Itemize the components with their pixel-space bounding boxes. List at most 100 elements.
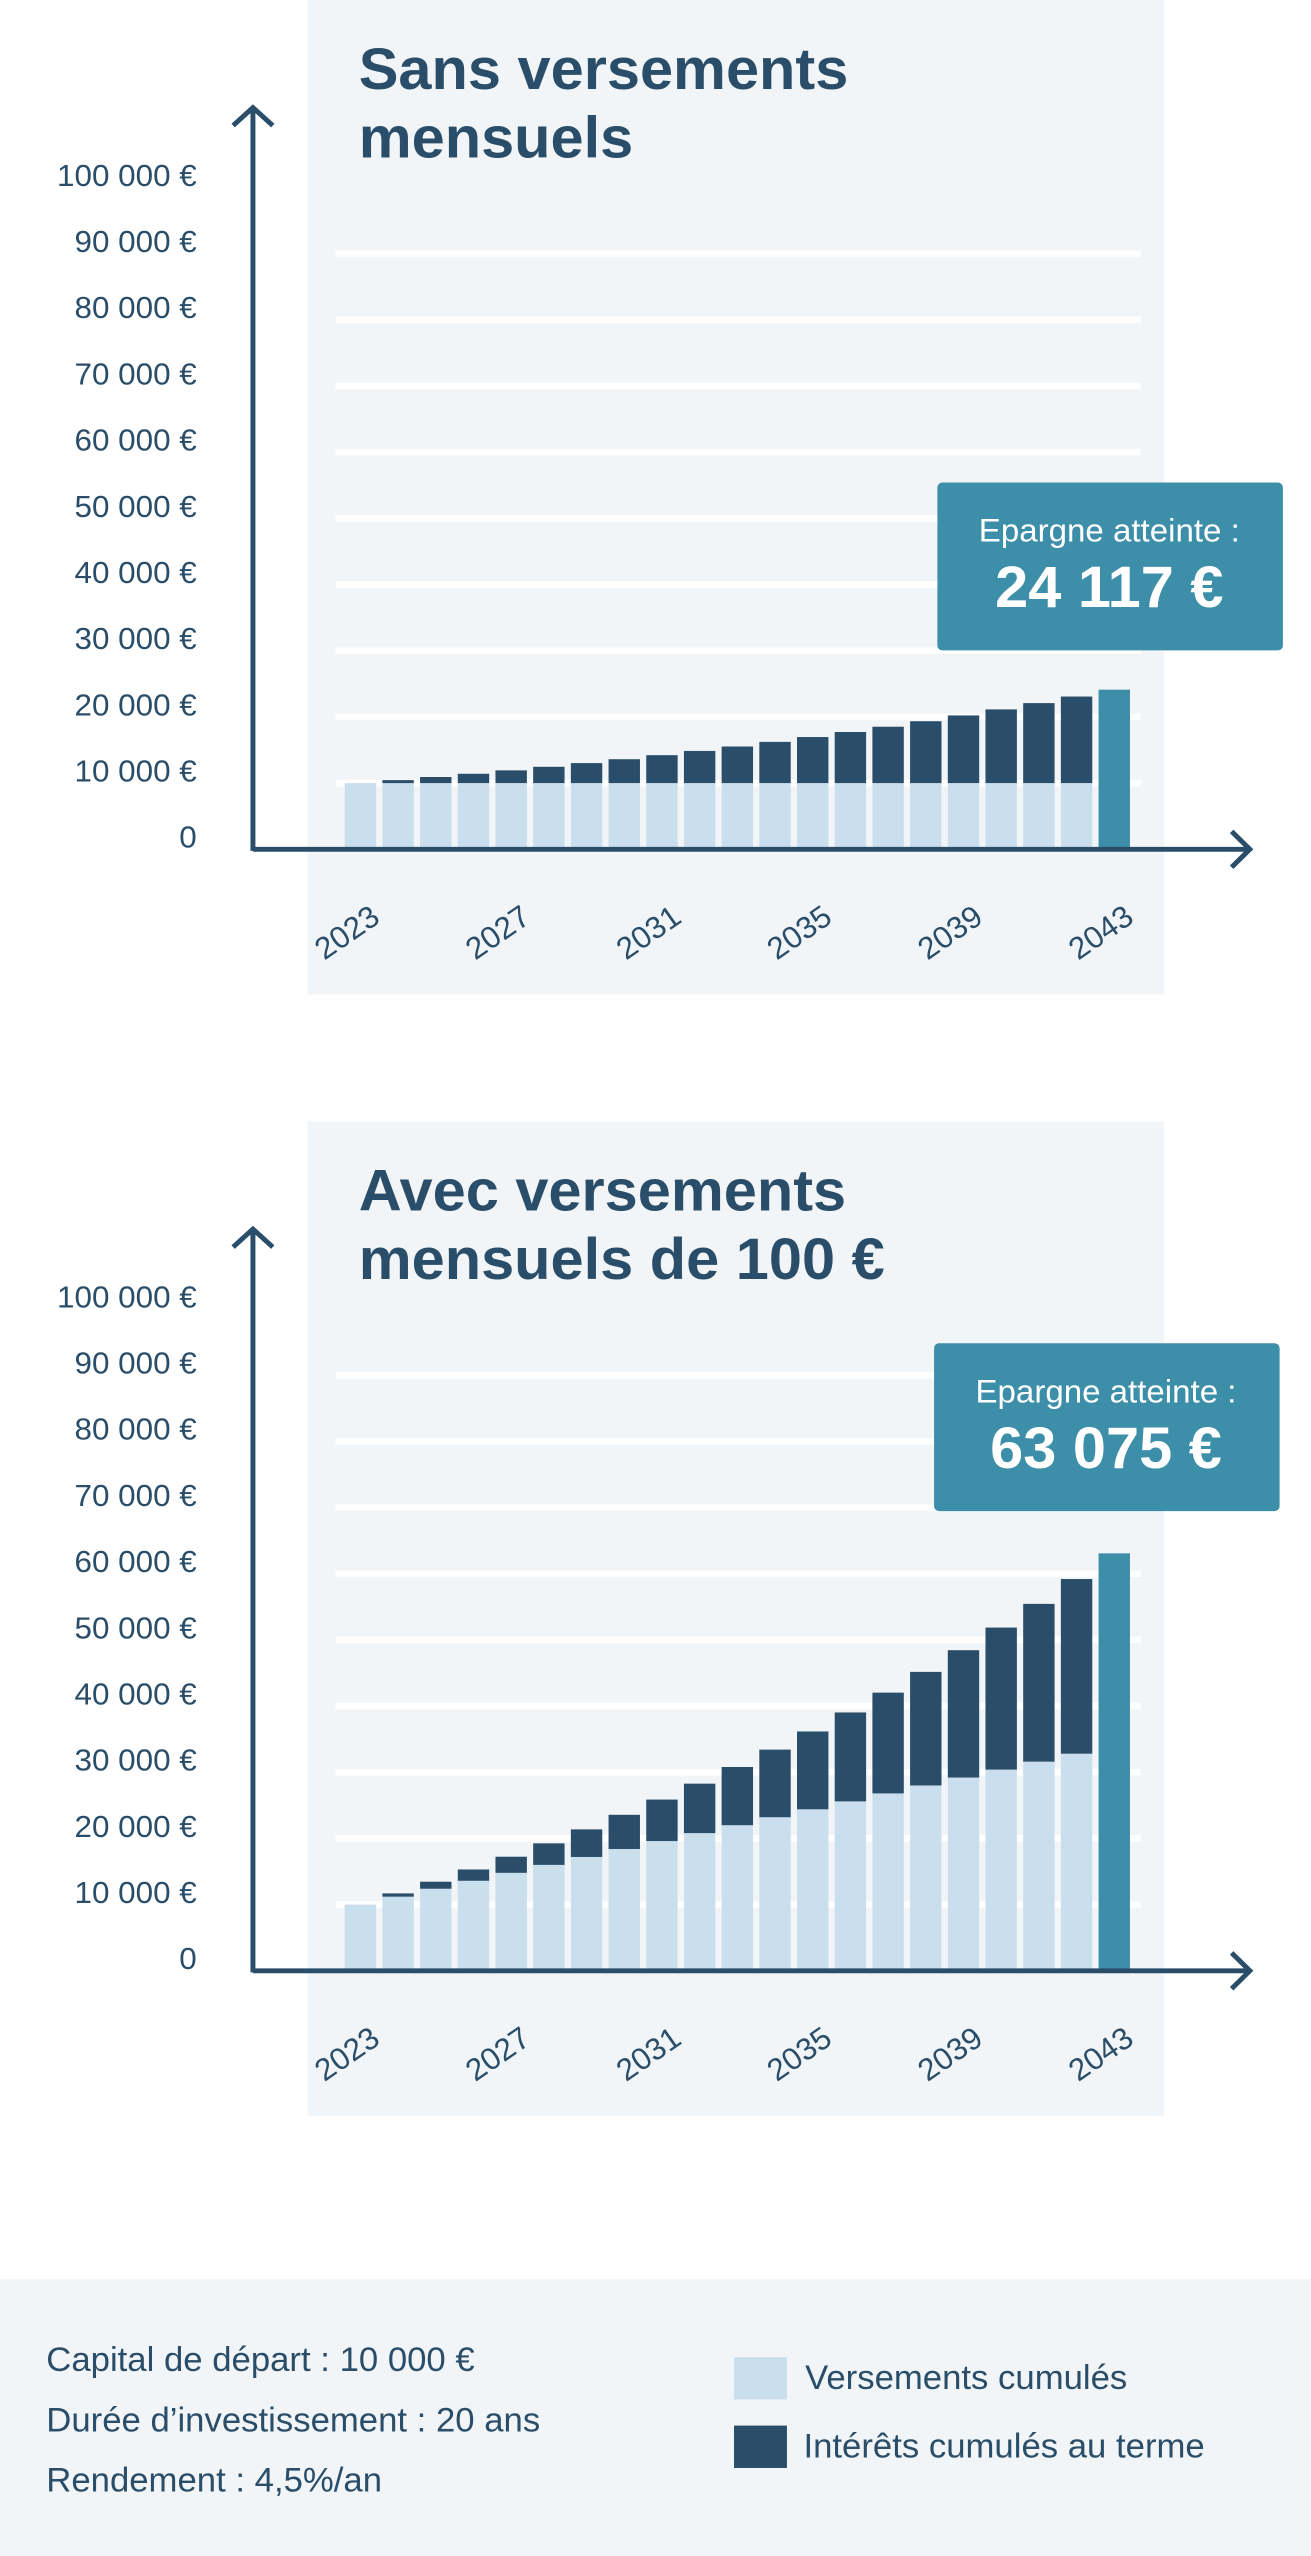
bar-segment: [495, 1872, 527, 1971]
bar-segment: [985, 783, 1017, 850]
bar-segment: [683, 1833, 716, 1971]
bar-segment: [1023, 1761, 1055, 1971]
y-tick-label: 30 000 €: [74, 621, 196, 656]
annotation-label: Epargne atteinte :: [976, 1373, 1237, 1410]
bar-segment: [495, 1856, 527, 1873]
bar-segment: [457, 1869, 490, 1881]
y-tick-label: 10 000 €: [74, 1875, 196, 1910]
y-tick-label: 90 000 €: [74, 224, 196, 259]
bar-segment: [910, 721, 942, 784]
y-tick-label: 90 000 €: [74, 1346, 196, 1381]
bar-segment: [834, 1712, 867, 1802]
bar-segment: [834, 1801, 867, 1971]
bar-segment: [570, 1829, 603, 1857]
bar-segment: [420, 1881, 452, 1889]
bar-segment: [382, 1893, 414, 1897]
bar-segment: [947, 1650, 980, 1778]
chart-title: Sans versements: [359, 35, 849, 102]
bar-segment: [947, 715, 980, 784]
bar-segment: [797, 1731, 829, 1810]
bar-segment: [910, 1785, 942, 1971]
y-axis-arrow: [231, 104, 275, 128]
bar-segment: [759, 1749, 791, 1818]
bar-segment: [382, 780, 414, 784]
bar-segment: [1023, 783, 1055, 850]
bar-segment: [1023, 1603, 1055, 1762]
bar-segment: [382, 1896, 414, 1971]
bar-segment: [721, 1825, 754, 1971]
bar-segment: [683, 783, 716, 850]
bar-segment: [533, 783, 565, 850]
bar-segment: [382, 783, 414, 850]
bar-segment: [570, 763, 603, 784]
bar-segment: [683, 750, 716, 784]
bar-segment: [570, 783, 603, 850]
y-tick-label: 30 000 €: [74, 1743, 196, 1778]
y-tick-label: 20 000 €: [74, 1809, 196, 1844]
y-tick-label: 100 000 €: [57, 158, 197, 193]
y-tick-label: 80 000 €: [74, 290, 196, 325]
bar-segment: [872, 726, 904, 784]
bar-segment: [457, 773, 490, 784]
bar-segment: [872, 1793, 904, 1971]
bar-segment: [872, 1692, 904, 1794]
bar-segment: [495, 770, 527, 784]
y-tick-label: 0: [179, 1941, 196, 1976]
y-tick-label: 10 000 €: [74, 754, 196, 789]
bar-segment: [1060, 1579, 1093, 1754]
footer-text: Durée d’investissement : 20 ans: [46, 2402, 540, 2440]
y-axis-arrow: [231, 1225, 275, 1249]
bar-segment: [608, 1814, 640, 1850]
y-tick-label: 70 000 €: [74, 357, 196, 392]
annotation-value: 24 117 €: [995, 554, 1223, 621]
bar-segment: [985, 1769, 1017, 1971]
bar-segment: [683, 1783, 716, 1834]
footer-panel: [0, 2278, 1311, 2556]
final-bar: [1098, 1553, 1130, 1971]
bar-segment: [457, 783, 490, 850]
bar-segment: [834, 783, 867, 850]
legend-label: Versements cumulés: [805, 2359, 1127, 2397]
final-bar: [1098, 689, 1130, 850]
bar-segment: [1060, 1753, 1093, 1971]
bar-segment: [721, 1767, 754, 1826]
bar-segment: [344, 783, 377, 850]
bar-segment: [420, 777, 452, 784]
bar-segment: [797, 737, 829, 784]
legend-label: Intérêts cumulés au terme: [803, 2428, 1204, 2466]
x-axis-arrow: [1229, 1951, 1254, 1991]
bar-segment: [608, 1849, 640, 1971]
y-tick-label: 80 000 €: [74, 1412, 196, 1447]
chart-title: Avec versements: [359, 1157, 846, 1224]
y-tick-label: 60 000 €: [74, 1544, 196, 1579]
bar-segment: [533, 1864, 565, 1971]
bar-segment: [1060, 783, 1093, 850]
bar-segment: [533, 1843, 565, 1865]
bar-segment: [721, 783, 754, 850]
bar-segment: [420, 1888, 452, 1971]
bar-segment: [797, 783, 829, 850]
y-tick-label: 20 000 €: [74, 688, 196, 723]
bar-segment: [533, 766, 565, 784]
bar-segment: [985, 1627, 1017, 1770]
bar-segment: [646, 1799, 678, 1842]
y-tick-label: 40 000 €: [74, 555, 196, 590]
footer-text: Capital de départ : 10 000 €: [46, 2341, 474, 2379]
bar-segment: [910, 783, 942, 850]
bar-segment: [646, 1841, 678, 1971]
bar-segment: [947, 1777, 980, 1971]
bar-segment: [570, 1856, 603, 1971]
bar-segment: [872, 783, 904, 850]
footer-text: Rendement : 4,5%/an: [46, 2462, 382, 2500]
y-tick-label: 50 000 €: [74, 489, 196, 524]
y-tick-label: 100 000 €: [57, 1280, 197, 1315]
chart-title: mensuels de 100 €: [359, 1225, 885, 1292]
y-tick-label: 60 000 €: [74, 423, 196, 458]
x-axis-arrow: [1229, 829, 1254, 869]
bar-segment: [985, 709, 1017, 784]
annotation-box: [934, 1343, 1280, 1512]
bar-segment: [759, 783, 791, 850]
annotation-value: 63 075 €: [990, 1414, 1222, 1481]
